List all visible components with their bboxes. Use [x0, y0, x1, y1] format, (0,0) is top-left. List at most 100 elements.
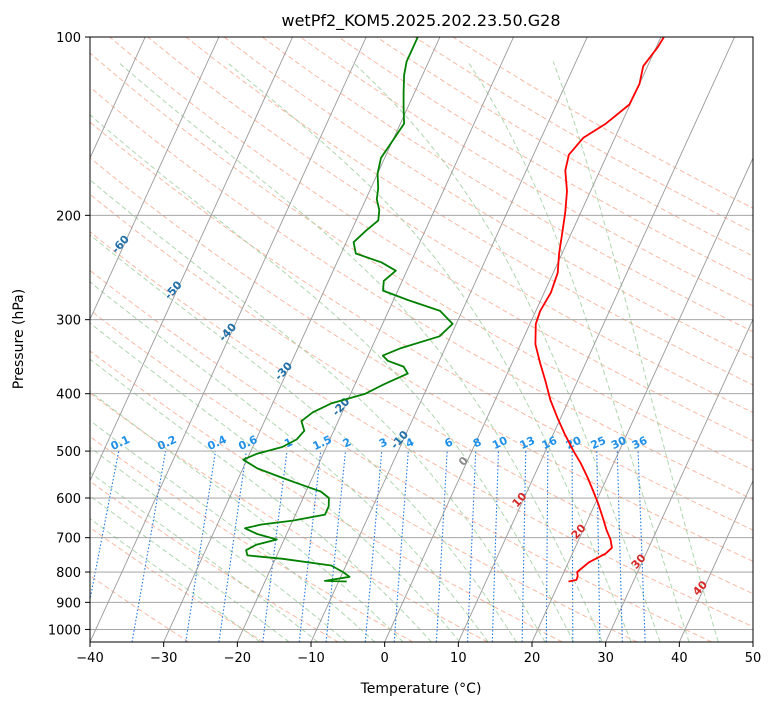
dry-adiabats [90, 37, 753, 642]
dry-adiabat [90, 350, 563, 642]
moist-adiabat [90, 358, 432, 642]
x-tick-label: 50 [745, 651, 762, 666]
y-tick-label: 800 [56, 566, 81, 581]
dry-adiabat [223, 37, 753, 359]
dry-adiabat [109, 37, 753, 442]
temperature-line [534, 37, 665, 583]
x-tick-label: −10 [297, 651, 324, 666]
mixing-ratio-line [571, 451, 574, 642]
isotherm-label: -70 [56, 186, 79, 210]
plot-frame [89, 36, 754, 643]
moist-adiabats [90, 61, 719, 642]
mixing-ratio-line [90, 450, 120, 603]
mixing-ratio-label: 30 [609, 434, 629, 452]
mixing-ratio-label: 0.2 [155, 433, 178, 453]
mixing-ratio-line [298, 451, 322, 642]
mixing-ratio-label: 16 [540, 434, 560, 452]
dry-adiabat [338, 37, 753, 282]
mixing-ratio-line [364, 451, 383, 642]
y-tick-label: 200 [56, 209, 81, 224]
mixing-ratio-line [637, 451, 646, 642]
isotherm-label: -80 [4, 140, 27, 164]
mixing-ratio-line [521, 451, 527, 642]
mixing-ratio-label: 6 [443, 435, 456, 450]
mixing-ratio-label: 20 [564, 434, 584, 452]
x-tick-label: 30 [597, 651, 614, 666]
moist-adiabat [90, 390, 404, 642]
x-tick-label: 40 [671, 651, 688, 666]
mixing-ratio-line [435, 451, 448, 642]
isotherm-label: -30 [272, 359, 295, 383]
dry-adiabat [185, 37, 753, 386]
x-tick-label: −40 [76, 651, 103, 666]
mixing-ratio-line [262, 451, 288, 642]
moist-adiabat [90, 322, 461, 642]
isotherm-line [384, 37, 662, 642]
mixing-ratio-label: 36 [630, 434, 650, 452]
isotherm-line [310, 37, 588, 642]
mixing-ratio-label: 10 [490, 434, 510, 452]
moist-adiabat [552, 61, 719, 642]
y-tick-label: 900 [56, 596, 81, 611]
mixing-ratio-line [545, 451, 549, 642]
moist-adiabat [90, 446, 347, 642]
y-tick-label: 400 [56, 388, 81, 403]
moist-adiabat [90, 419, 376, 642]
isotherm-line [678, 479, 753, 642]
isotherms [90, 37, 753, 642]
mixing-ratio-line [393, 451, 409, 642]
dry-adiabat [300, 37, 753, 307]
isotherm-line [90, 37, 220, 321]
x-tick-label: 10 [450, 651, 467, 666]
moist-adiabat [90, 471, 319, 642]
dry-adiabat [90, 269, 712, 642]
mixing-ratio-line [131, 451, 167, 642]
moist-adiabat [90, 114, 575, 642]
isotherm-line [531, 156, 753, 642]
moist-adiabat [117, 61, 603, 642]
x-tick-label: 20 [524, 651, 541, 666]
moist-adiabat [90, 234, 517, 642]
dry-adiabat [452, 37, 753, 209]
moist-adiabat [225, 61, 632, 642]
y-tick-label: 300 [56, 314, 81, 329]
dry-adiabat [90, 231, 753, 628]
mixing-ratio-lines [90, 450, 646, 642]
mixing-ratio-label: 2 [341, 435, 353, 450]
isobars [90, 37, 753, 630]
series-layer [242, 37, 665, 583]
x-tick-label: −30 [150, 651, 177, 666]
dry-adiabat [90, 193, 753, 595]
x-tick-label: −20 [224, 651, 251, 666]
isotherm-line [90, 37, 146, 160]
dry-adiabat [90, 86, 753, 501]
y-tick-label: 500 [56, 445, 81, 460]
dry-adiabat [90, 157, 753, 562]
moist-adiabat [467, 61, 690, 642]
mixing-ratio-label: 13 [518, 434, 537, 452]
y-axis: 100 200 300 400 500 600 700 800 900 1000 [48, 31, 90, 638]
moist-adiabat [90, 179, 546, 642]
dry-adiabat [147, 37, 753, 414]
x-tick-label: 0 [381, 651, 389, 666]
isotherm-label: -50 [162, 278, 185, 302]
dry-adiabat [90, 392, 488, 642]
moist-adiabat [90, 281, 489, 642]
dry-adiabat [90, 480, 339, 642]
mixing-ratio-line [325, 451, 347, 642]
chart-title: wetPf2_KOM5.2025.202.23.50.G28 [281, 11, 560, 31]
mixing-ratio-label: 0.4 [205, 433, 228, 453]
y-axis-label: Pressure (hPa) [11, 289, 27, 389]
dry-adiabat [90, 309, 638, 642]
x-axis-label: Temperature (°C) [360, 681, 482, 697]
moist-adiabat [351, 61, 661, 642]
isotherm-line [90, 37, 367, 642]
isotherm-line [605, 318, 753, 642]
dewpoint-line [242, 37, 454, 583]
mixing-ratio-line [466, 451, 477, 642]
y-tick-label: 600 [56, 492, 81, 507]
y-tick-label: 700 [56, 532, 81, 547]
isotherm-line [90, 37, 293, 482]
mixing-ratio-label: 25 [589, 434, 608, 452]
